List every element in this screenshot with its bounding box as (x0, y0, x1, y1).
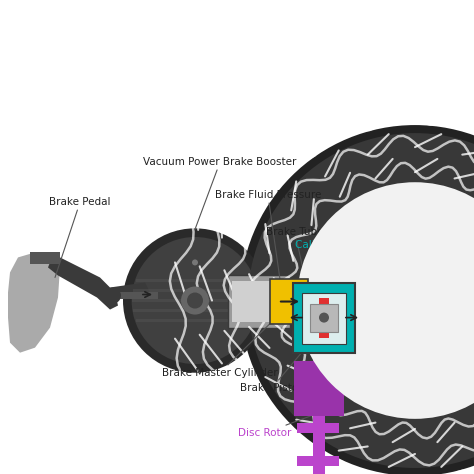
Text: Brake Fluid Pressure: Brake Fluid Pressure (215, 190, 321, 280)
FancyBboxPatch shape (232, 282, 270, 321)
Circle shape (240, 125, 474, 474)
Text: Caliper Brake: Caliper Brake (295, 240, 365, 285)
FancyBboxPatch shape (270, 280, 308, 324)
FancyBboxPatch shape (302, 292, 346, 344)
Circle shape (132, 237, 258, 364)
Circle shape (319, 312, 329, 323)
FancyBboxPatch shape (297, 423, 313, 433)
FancyBboxPatch shape (30, 252, 60, 264)
FancyBboxPatch shape (313, 281, 325, 291)
Polygon shape (48, 257, 118, 310)
Text: Vacuum Power Brake Booster: Vacuum Power Brake Booster (143, 157, 297, 229)
FancyBboxPatch shape (294, 361, 344, 416)
FancyBboxPatch shape (325, 456, 339, 466)
Circle shape (248, 133, 474, 468)
Text: Brake Tube: Brake Tube (266, 228, 324, 301)
Text: Brake Pedal: Brake Pedal (49, 197, 111, 277)
Circle shape (181, 286, 209, 315)
FancyBboxPatch shape (319, 298, 329, 337)
FancyBboxPatch shape (133, 309, 257, 312)
Text: Disc Rotor: Disc Rotor (238, 413, 319, 438)
Circle shape (297, 182, 474, 419)
Polygon shape (108, 283, 150, 300)
Circle shape (105, 288, 121, 303)
FancyBboxPatch shape (133, 289, 257, 292)
FancyBboxPatch shape (297, 456, 313, 466)
FancyBboxPatch shape (136, 279, 255, 282)
Circle shape (187, 292, 203, 309)
Text: Brake Master Cylinder: Brake Master Cylinder (162, 324, 278, 378)
FancyBboxPatch shape (325, 423, 339, 433)
Text: Brake Piston: Brake Piston (239, 343, 310, 393)
Polygon shape (8, 252, 60, 353)
FancyBboxPatch shape (136, 319, 255, 322)
FancyBboxPatch shape (120, 292, 158, 299)
FancyBboxPatch shape (132, 299, 258, 302)
Text: Brake Pad: Brake Pad (353, 247, 416, 302)
FancyBboxPatch shape (313, 351, 325, 474)
FancyBboxPatch shape (310, 303, 338, 332)
Circle shape (192, 259, 198, 265)
Text: Hydraulic Disc Brake System: Hydraulic Disc Brake System (103, 19, 371, 37)
Circle shape (123, 228, 267, 373)
FancyBboxPatch shape (293, 283, 355, 353)
FancyBboxPatch shape (228, 275, 290, 328)
